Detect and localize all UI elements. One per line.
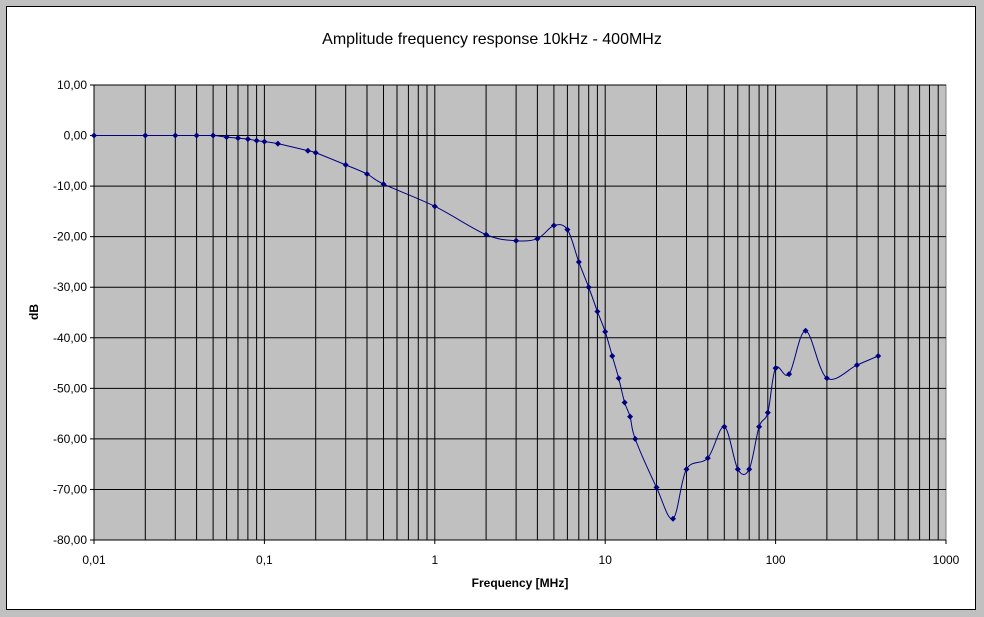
data-point (342, 161, 349, 168)
data-point (483, 231, 490, 238)
y-tick-label: -10,00 (53, 179, 87, 193)
y-tick-label: -60,00 (53, 432, 87, 446)
data-point (304, 147, 311, 154)
y-axis-label: dB (27, 304, 41, 320)
data-point (274, 140, 281, 147)
data-point (632, 435, 639, 442)
data-point (253, 137, 260, 144)
data-point (91, 132, 97, 139)
data-point (621, 399, 628, 406)
data-point (853, 362, 860, 369)
data-point (142, 132, 149, 139)
data-point (670, 515, 677, 522)
data-point (683, 466, 690, 473)
data-point (172, 132, 179, 139)
plot-area (93, 84, 947, 541)
data-point (244, 136, 251, 143)
data-point (235, 135, 242, 142)
x-tick-label: 1000 (933, 553, 960, 567)
y-tick-label: 10,00 (57, 78, 87, 92)
data-point (513, 237, 520, 244)
data-point (312, 149, 319, 156)
y-tick-label: -20,00 (53, 230, 87, 244)
data-point (575, 258, 582, 265)
data-point (734, 466, 741, 473)
data-point (802, 327, 809, 334)
series-line (93, 134, 879, 520)
data-point (431, 203, 438, 210)
x-tick-label: 10 (599, 553, 613, 567)
data-point (772, 365, 779, 372)
data-point (875, 352, 882, 359)
data-point (380, 181, 387, 188)
y-tick-label: -40,00 (53, 331, 87, 345)
data-point (210, 132, 217, 139)
x-tick-label: 0,1 (256, 553, 273, 567)
data-point (756, 423, 763, 430)
y-tick-label: -50,00 (53, 381, 87, 395)
data-point (363, 170, 370, 177)
data-point (261, 138, 268, 145)
data-point (609, 352, 616, 359)
data-point (564, 226, 571, 233)
x-axis-label: Frequency [MHz] (472, 576, 569, 590)
x-tick-label: 0,01 (82, 553, 106, 567)
y-tick-label: -70,00 (53, 482, 87, 496)
data-point (721, 423, 728, 430)
chart-title: Amplitude frequency response 10kHz - 400… (322, 31, 662, 48)
x-tick-label: 1 (431, 553, 438, 567)
data-point (585, 284, 592, 291)
data-point (786, 371, 793, 378)
y-tick-label: -30,00 (53, 280, 87, 294)
data-point (594, 308, 601, 315)
data-point (602, 328, 609, 335)
y-tick-label: -80,00 (53, 533, 87, 547)
data-point (653, 484, 660, 491)
x-tick-label: 100 (766, 553, 786, 567)
data-point (627, 413, 634, 420)
data-point (193, 132, 200, 139)
y-tick-label: 0,00 (64, 129, 88, 143)
data-point (823, 375, 830, 382)
data-point (704, 455, 711, 462)
data-point (746, 466, 753, 473)
data-point (615, 375, 622, 382)
data-point (764, 409, 771, 416)
data-point (223, 134, 230, 141)
data-point (550, 222, 557, 229)
data-point (534, 235, 541, 242)
